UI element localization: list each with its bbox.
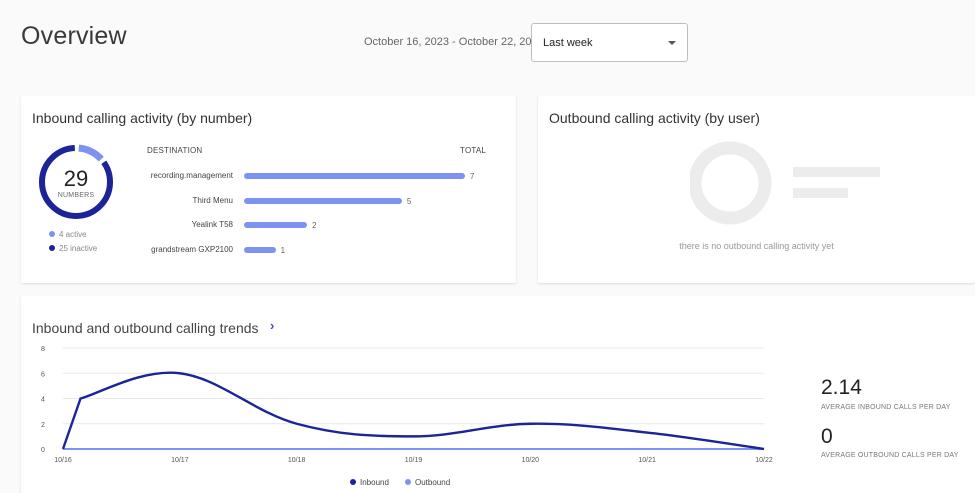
- destination-label: Yealink T58: [191, 220, 233, 229]
- y-tick-label: 2: [41, 422, 45, 429]
- outbound-activity-card: Outbound calling activity (by user) ther…: [538, 96, 975, 283]
- active-dot: [49, 231, 55, 237]
- period-select[interactable]: Last week: [531, 23, 688, 62]
- inbound-activity-card: Inbound calling activity (by number) 29 …: [21, 96, 516, 283]
- inactive-label: 25 inactive: [59, 244, 98, 253]
- destination-total: 5: [406, 197, 412, 206]
- empty-placeholder-graphic: [690, 141, 880, 225]
- inbound-legend: Inbound: [350, 478, 389, 487]
- outbound-legend-dot: [405, 479, 411, 485]
- x-tick-label: 10/21: [638, 457, 656, 464]
- x-tick-label: 10/17: [171, 457, 189, 464]
- y-tick-label: 6: [41, 371, 45, 378]
- outbound-card-title: Outbound calling activity (by user): [549, 110, 760, 126]
- destination-bar[interactable]: [244, 222, 308, 228]
- inactive-legend: 25 inactive: [49, 244, 97, 253]
- inbound-series-line: [61, 371, 765, 451]
- destination-bar[interactable]: [244, 247, 276, 253]
- x-tick-label: 10/19: [405, 457, 423, 464]
- numbers-donut: [37, 144, 114, 220]
- inbound-legend-dot: [350, 479, 356, 485]
- active-label: 4 active: [59, 230, 87, 239]
- y-tick-label: 4: [41, 397, 45, 404]
- x-tick-label: 10/18: [288, 457, 306, 464]
- inbound-legend-label: Inbound: [360, 478, 389, 487]
- destination-label: recording.management: [150, 171, 233, 180]
- trends-card-title: Inbound and outbound calling trends: [32, 320, 259, 336]
- date-range: October 16, 2023 - October 22, 2023: [364, 36, 544, 48]
- outbound-avg-label: AVERAGE OUTBOUND CALLS PER DAY: [821, 452, 959, 459]
- inbound-avg-label: AVERAGE INBOUND CALLS PER DAY: [821, 404, 951, 411]
- outbound-avg-value: 0: [821, 425, 833, 448]
- outbound-legend: Outbound: [405, 478, 450, 487]
- destination-total: 2: [312, 221, 317, 230]
- destination-bar[interactable]: [244, 173, 465, 179]
- chevron-right-icon[interactable]: ›: [270, 318, 275, 333]
- numbers-total: 29: [63, 166, 89, 191]
- outbound-legend-label: Outbound: [415, 478, 451, 487]
- trends-chart: 0 2 4 6 8 10/16 10/17 10/18 10/19 10/20 10/21 10/22: [41, 346, 773, 464]
- numbers-label: NUMBERS: [57, 192, 95, 199]
- x-tick-label: 10/16: [54, 457, 72, 464]
- inactive-dot: [49, 245, 55, 251]
- inbound-card-title: Inbound calling activity (by number): [32, 110, 253, 126]
- destination-label: grandstream GXP2100: [151, 245, 233, 254]
- chevron-down-icon: [668, 41, 676, 45]
- empty-message: there is no outbound calling activity ye…: [679, 241, 834, 251]
- destination-total: 1: [280, 246, 286, 255]
- inbound-avg-value: 2.14: [821, 376, 862, 399]
- active-legend: 4 active: [49, 230, 87, 239]
- destination-label: Third Menu: [192, 196, 233, 205]
- y-tick-label: 0: [41, 447, 45, 454]
- x-tick-label: 10/22: [755, 457, 773, 464]
- total-column-header: TOTAL: [460, 146, 487, 155]
- trends-card: Inbound and outbound calling trends › 0 2…: [21, 296, 975, 493]
- period-select-value: Last week: [543, 37, 593, 49]
- destination-column-header: DESTINATION: [147, 146, 203, 155]
- destination-total: 7: [470, 172, 475, 181]
- x-tick-label: 10/20: [522, 457, 540, 464]
- page-title: Overview: [21, 22, 127, 50]
- y-tick-label: 8: [41, 346, 45, 353]
- destination-bar[interactable]: [244, 198, 402, 204]
- donut-gap: [37, 144, 114, 220]
